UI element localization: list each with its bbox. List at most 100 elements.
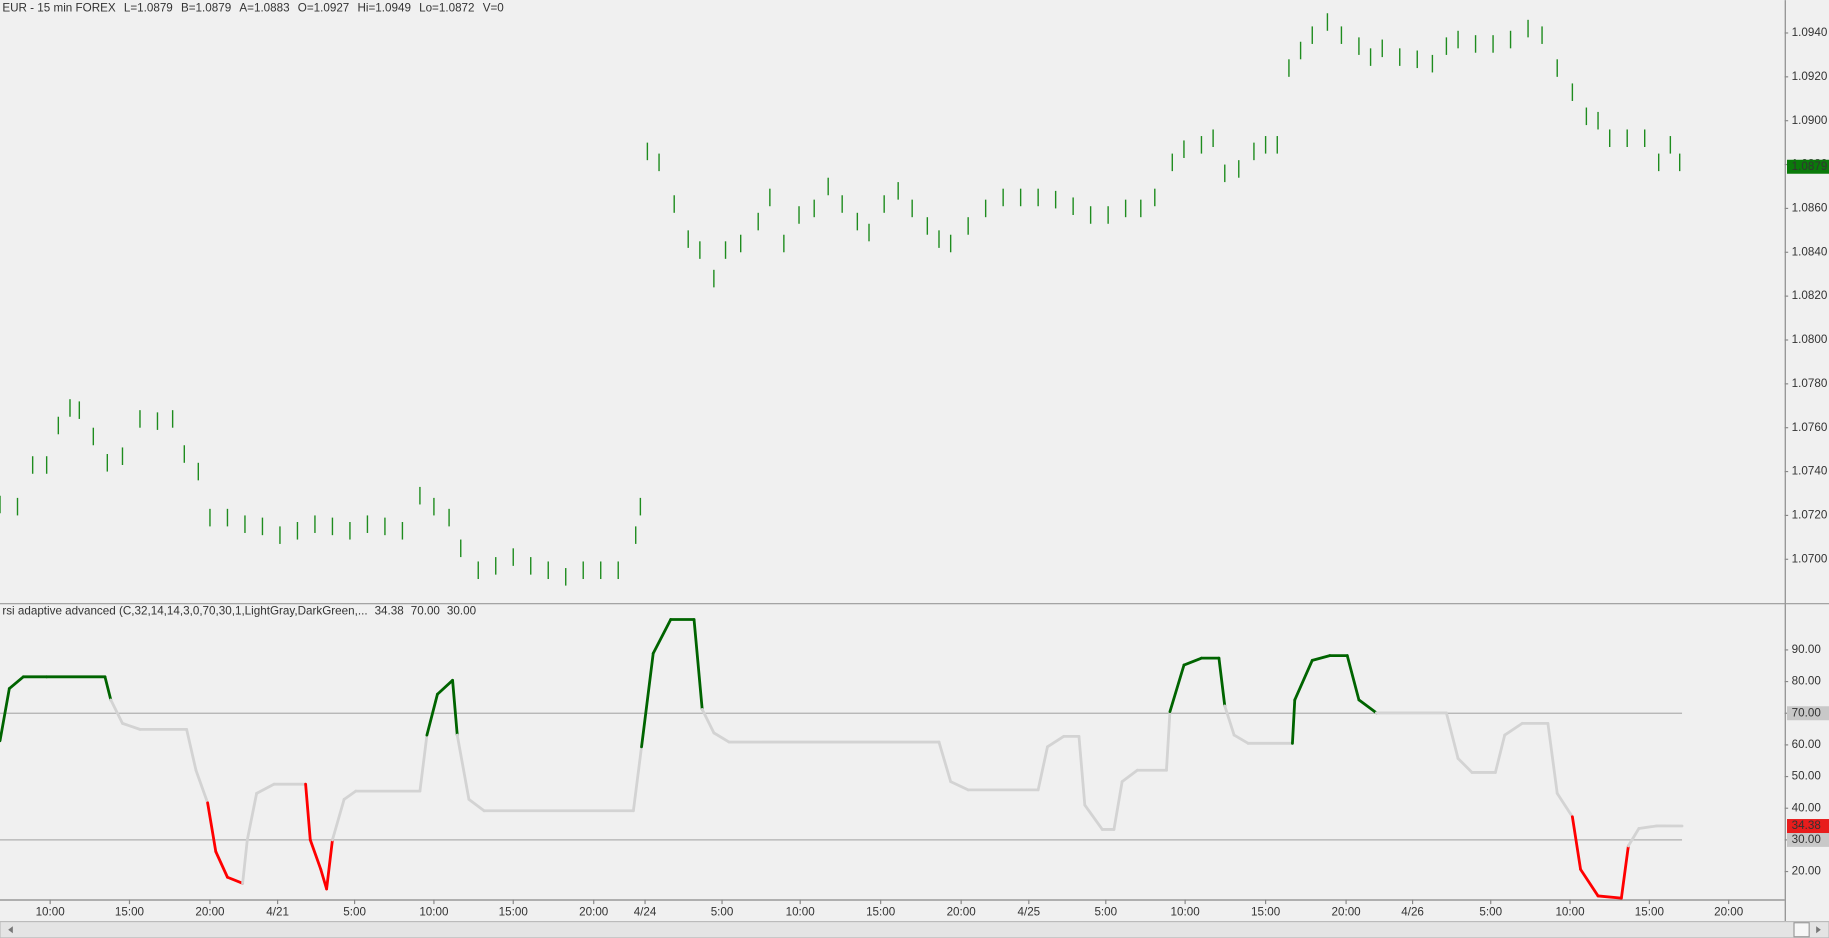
rsi-segment: [640, 651, 655, 749]
rsi-segment: [1637, 824, 1658, 830]
y-tick-label: 1.0800: [1792, 333, 1828, 346]
x-tick-label: 4/25: [1017, 905, 1040, 918]
y-tick-label: 1.0920: [1792, 70, 1828, 83]
x-tick-label: 15:00: [866, 905, 896, 918]
y-tick-label: 1.0900: [1792, 114, 1828, 127]
x-tick-label: 20:00: [195, 905, 225, 918]
y-tick-label: 20.00: [1792, 865, 1822, 878]
rsi-segment: [949, 780, 970, 792]
x-tick-label: 5:00: [1479, 905, 1502, 918]
level-box: [1787, 832, 1829, 847]
y-tick-label: 1.0820: [1792, 289, 1828, 302]
x-tick-label: 4/24: [634, 905, 657, 918]
scroll-thumb[interactable]: [1793, 922, 1810, 938]
quote-field: O=1.0927: [298, 1, 350, 14]
y-tick-label: 60.00: [1792, 738, 1822, 751]
x-tick-label: 15:00: [1635, 905, 1665, 918]
rsi-segment: [1493, 733, 1507, 774]
rsi-segment: [1555, 791, 1574, 819]
y-tick-label: 1.0780: [1792, 377, 1828, 390]
scroll-right[interactable]: [1816, 926, 1821, 934]
level-label: 30.00: [1792, 833, 1822, 846]
rsi-segment: [1596, 894, 1623, 900]
rsi-segment: [121, 721, 142, 731]
quote-field: EUR - 15 min FOREX: [2, 1, 116, 14]
rsi-segment: [436, 678, 454, 696]
rsi-segment: [418, 733, 429, 793]
last-value-label: 34.38: [1792, 819, 1821, 832]
rsi-segment: [331, 797, 346, 842]
rsi-segment: [1232, 733, 1250, 745]
rsi-segment: [1083, 803, 1104, 831]
rsi-segment: [631, 745, 643, 813]
level-label: 70.00: [1792, 706, 1822, 719]
quote-field: A=1.0883: [239, 1, 289, 14]
rsi-segment: [700, 708, 716, 735]
scroll-left[interactable]: [8, 926, 13, 934]
rsi-segment: [1345, 654, 1361, 702]
rsi-segment: [1546, 721, 1559, 795]
rsi-segment: [692, 618, 704, 711]
y-tick-label: 1.0700: [1792, 552, 1828, 565]
scrollbar[interactable]: [0, 921, 1829, 938]
rsi-segment: [304, 782, 312, 842]
x-tick-label: 10:00: [36, 905, 66, 918]
indicator-legend: 70.00: [411, 604, 441, 617]
rsi-segment: [1165, 710, 1172, 772]
rsi-segment: [1503, 721, 1524, 737]
x-tick-label: 20:00: [579, 905, 609, 918]
rsi-segment: [1291, 698, 1297, 745]
rsi-segment: [467, 797, 486, 813]
rsi-segment: [342, 789, 358, 801]
y-tick-label: 1.0940: [1792, 26, 1828, 39]
rsi-segment: [1357, 698, 1378, 715]
rsi-segment: [1456, 757, 1474, 774]
rsi-segment: [0, 687, 11, 743]
last-price-label: 1.0879: [1792, 160, 1828, 173]
x-tick-label: 4/26: [1401, 905, 1424, 918]
rsi-segment: [1168, 663, 1186, 714]
y-tick-label: 1.0760: [1792, 421, 1828, 434]
rsi-segment: [109, 698, 124, 725]
y-tick-label: 1.0840: [1792, 245, 1828, 258]
x-tick-label: 20:00: [947, 905, 977, 918]
rsi-segment: [194, 768, 210, 805]
y-tick-label: 80.00: [1792, 675, 1822, 688]
rsi-segment: [1046, 734, 1066, 749]
rsi-segment: [1579, 867, 1600, 898]
rsi-segment: [1036, 745, 1049, 792]
x-tick-label: 10:00: [786, 905, 816, 918]
rsi-segment: [937, 740, 953, 784]
rsi-segment: [1445, 711, 1460, 760]
rsi-segment: [226, 875, 245, 885]
rsi-segment: [241, 838, 249, 885]
y-tick-label: 90.00: [1792, 643, 1822, 656]
y-tick-label: 1.0860: [1792, 201, 1828, 214]
indicator-legend: rsi adaptive advanced (C,32,14,14,3,0,70…: [2, 604, 367, 617]
rsi-segment: [651, 618, 673, 655]
rsi-segment: [1626, 827, 1641, 848]
rsi-segment: [206, 801, 218, 854]
rsi-segment: [214, 850, 229, 879]
rsi-segment: [103, 675, 113, 702]
y-tick-label: 50.00: [1792, 770, 1822, 783]
rsi-segment: [1570, 815, 1582, 871]
indicator-legend: 34.38: [375, 604, 404, 617]
rsi-segment: [712, 731, 731, 744]
x-tick-label: 10:00: [1171, 905, 1201, 918]
quote-field: Hi=1.0949: [357, 1, 410, 14]
y-tick-label: 1.0720: [1792, 509, 1828, 522]
rsi-segment: [308, 838, 323, 871]
rsi-segment: [451, 678, 459, 737]
x-tick-label: 15:00: [115, 905, 145, 918]
rsi-segment: [255, 782, 276, 795]
rsi-segment: [455, 733, 471, 801]
x-tick-label: 15:00: [1251, 905, 1281, 918]
rsi-segment: [185, 727, 198, 772]
indicator-legend: 30.00: [447, 604, 477, 617]
rsi-segment: [425, 692, 439, 737]
quote-field: V=0: [483, 1, 505, 14]
